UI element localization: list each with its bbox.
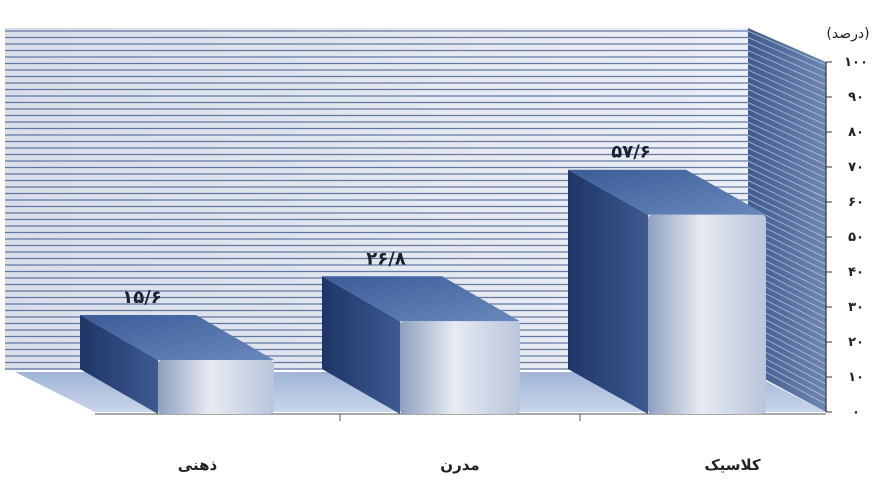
side-gridline <box>747 63 827 99</box>
bar-top-face <box>568 169 766 215</box>
bar-side-face <box>80 315 158 414</box>
side-gridline <box>747 199 827 239</box>
y-tick-label: ۱۰ <box>848 370 864 385</box>
y-tick-label: ۶۰ <box>848 195 864 210</box>
side-gridline <box>747 173 827 212</box>
side-gridline <box>747 180 827 219</box>
y-tick-label: ۳۰ <box>848 300 864 315</box>
side-gridline <box>747 89 827 126</box>
bar-side-face <box>568 169 648 414</box>
side-gridline <box>747 186 827 226</box>
y-axis-unit-label: (درصد) <box>826 26 869 42</box>
y-tick-label: ۴۰ <box>848 265 864 280</box>
side-gridline <box>747 50 827 86</box>
labels-group: ۱۵/۶ ذهنی ۲۶/۸ مدرن ۵۷/۶ کلاسیک <box>122 142 761 474</box>
data-label: ۱۵/۶ <box>122 287 162 308</box>
side-gridline <box>747 115 827 152</box>
side-gridline <box>747 108 827 146</box>
side-gridline <box>747 30 827 66</box>
side-gridline <box>747 160 827 199</box>
value-axis: ۰ ۱۰ ۲۰ ۳۰ ۴۰ ۵۰ ۶۰ ۷۰ ۸۰ ۹۰ ۱۰۰ <box>339 55 868 421</box>
y-tick-label: ۹۰ <box>848 90 864 105</box>
side-gridline <box>747 76 827 112</box>
side-gridline <box>747 154 827 192</box>
bar <box>322 276 520 414</box>
bar <box>568 169 766 414</box>
category-label: کلاسیک <box>704 456 761 474</box>
y-tick-label: ۵۰ <box>848 230 864 245</box>
bar-top-face <box>322 276 520 322</box>
side-gridline <box>747 56 827 93</box>
side-gridline <box>747 69 827 106</box>
bar-front-face <box>400 321 520 414</box>
bars-group <box>80 169 766 414</box>
data-label: ۲۶/۸ <box>366 248 406 269</box>
bar-front-face <box>158 360 274 414</box>
side-gridline <box>747 102 827 139</box>
side-gridline <box>747 141 827 179</box>
category-label: مدرن <box>440 456 479 474</box>
bar <box>80 315 274 414</box>
side-gridline <box>747 147 827 186</box>
side-gridline <box>747 37 827 73</box>
y-tick-label: ۲۰ <box>848 335 864 350</box>
y-tick-label: ۰ <box>852 405 860 420</box>
y-tick-label: ۷۰ <box>848 160 864 175</box>
bar-front-face <box>648 214 766 414</box>
side-gridline <box>747 95 827 132</box>
side-gridline <box>747 121 827 159</box>
side-gridline <box>747 82 827 119</box>
y-tick-label: ۸۰ <box>848 125 864 140</box>
y-tick-label: ۱۰۰ <box>844 55 868 70</box>
category-label: ذهنی <box>178 456 218 474</box>
data-label: ۵۷/۶ <box>611 142 651 163</box>
side-gridline <box>747 128 827 166</box>
bar-side-face <box>322 276 400 414</box>
side-gridline <box>747 134 827 172</box>
side-gridline <box>747 43 827 79</box>
bar-top-face <box>80 315 274 361</box>
side-gridline <box>747 167 827 206</box>
side-gridline <box>747 193 827 232</box>
